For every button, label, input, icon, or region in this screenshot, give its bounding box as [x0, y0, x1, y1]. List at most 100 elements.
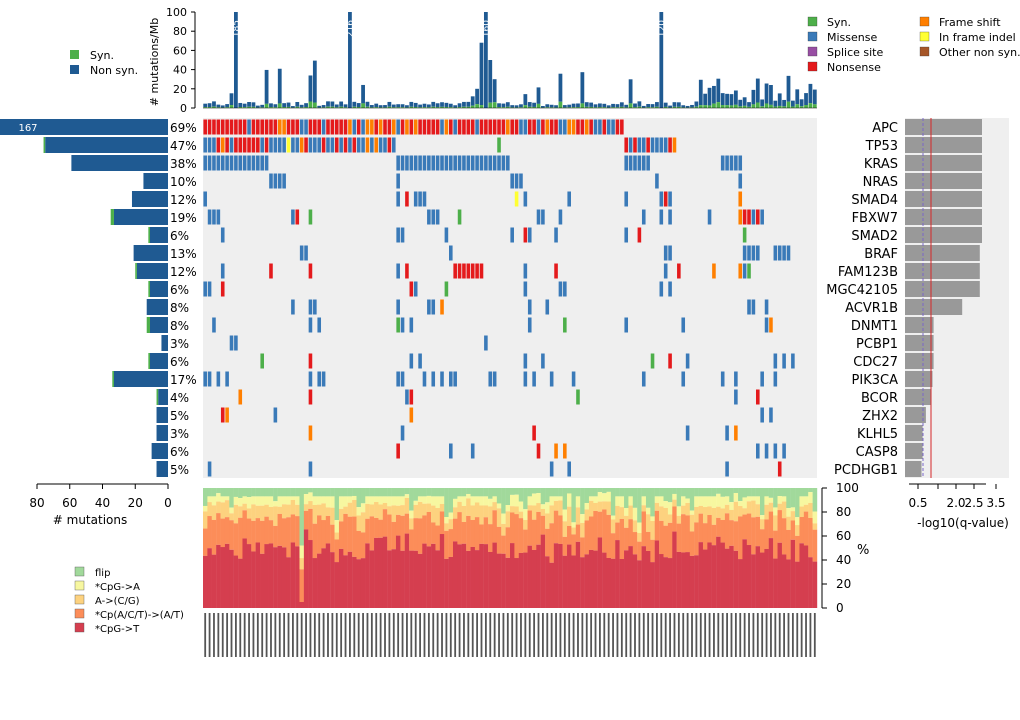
- mutation-cell: [220, 119, 225, 135]
- sample-id-mark: [752, 613, 755, 657]
- rate-bar-nonsyn: [435, 103, 440, 108]
- spectrum-cpg-t-segment: [637, 560, 642, 608]
- spectrum-flip-segment: [483, 488, 489, 497]
- spectrum-cpg-t-segment: [395, 535, 401, 608]
- mutation-cell: [470, 155, 475, 171]
- spectrum-cpg-a-segment: [738, 501, 743, 507]
- rate-bar-syn: [672, 106, 677, 108]
- spectrum-a-cg-segment: [790, 511, 796, 521]
- spectrum-a-cg-segment: [694, 506, 699, 523]
- spectrum-cpg-t-segment: [527, 545, 533, 608]
- spectrum-flip-segment: [584, 488, 590, 504]
- sample-id-mark: [612, 613, 614, 657]
- mutation-cell: [418, 191, 422, 207]
- sample-id-mark: [765, 613, 768, 657]
- spectrum-cpg-t-segment: [702, 549, 708, 608]
- rate-bar-syn: [584, 106, 589, 108]
- spectrum-a-cg-segment: [273, 506, 278, 526]
- spectrum-cpact-segment: [733, 521, 739, 551]
- spectrum-cpg-t-segment: [523, 552, 528, 608]
- sample-id-mark: [515, 613, 518, 657]
- spectrum-a-cg-segment: [260, 505, 265, 521]
- rate-bar-nonsyn: [453, 105, 458, 108]
- sample-id-mark: [682, 613, 685, 657]
- sample-id-mark: [748, 613, 750, 657]
- matrix-background: [203, 118, 817, 478]
- spectrum-cpg-a-segment: [676, 506, 682, 516]
- mutation-cell: [409, 389, 414, 405]
- spectrum-cpact-segment: [404, 513, 410, 534]
- mutation-cell: [264, 155, 269, 171]
- mutation-cell: [264, 119, 269, 135]
- mutation-cell: [685, 353, 690, 369]
- spectrum-a-cg-segment: [773, 515, 778, 531]
- mutation-cell: [470, 263, 475, 279]
- spectrum-cpact-segment: [229, 520, 234, 550]
- spectrum-cpg-t-segment: [738, 559, 743, 608]
- mutation-cell: [282, 119, 286, 135]
- sample-id-mark: [292, 613, 294, 657]
- spectrum-cpact-segment: [667, 522, 673, 559]
- spectrum-cpg-a-segment: [216, 493, 221, 502]
- mutation-cell: [334, 137, 339, 153]
- spectrum-legend-label: *Cp(A/C/T)->(A/T): [95, 610, 184, 621]
- mutation-cell: [466, 119, 471, 135]
- rate-bar-syn: [619, 106, 624, 108]
- spectrum-a-cg-segment: [290, 499, 296, 515]
- mutation-cell: [668, 209, 672, 225]
- rate-bar-nonsyn: [681, 105, 686, 108]
- rate-bar-nonsyn: [655, 102, 659, 107]
- spectrum-cpact-segment: [431, 522, 436, 544]
- count-bar-nonsyn: [136, 263, 168, 279]
- spectrum-cpg-t-segment: [255, 542, 261, 608]
- rate-bar-nonsyn: [203, 103, 208, 108]
- mutation-cell: [277, 137, 282, 153]
- sample-id-mark: [651, 613, 654, 657]
- mutation-cell: [225, 371, 229, 387]
- mutation-cell: [220, 155, 225, 171]
- spectrum-a-cg-segment: [268, 506, 274, 521]
- spectrum-cpact-segment: [426, 511, 432, 547]
- mutation-cell: [273, 137, 278, 153]
- mutation-legend-swatch: [807, 16, 818, 27]
- spectrum-cpg-a-segment: [321, 496, 326, 504]
- qvalue-bar: [905, 281, 980, 297]
- spectrum-flip-segment: [799, 488, 805, 497]
- spectrum-a-cg-segment: [768, 502, 774, 512]
- spectrum-flip-segment: [694, 488, 699, 497]
- count-bar-nonsyn: [143, 173, 168, 189]
- spectrum-a-cg-segment: [203, 511, 208, 529]
- spectrum-a-cg-segment: [676, 515, 682, 524]
- spectrum-cpact-segment: [615, 522, 620, 541]
- spectrum-a-cg-segment: [681, 505, 686, 515]
- spectrum-a-cg-segment: [650, 520, 655, 540]
- mutation-cell: [343, 137, 348, 153]
- spectrum-a-cg-segment: [255, 505, 261, 519]
- spectrum-a-cg-segment: [207, 502, 212, 517]
- spectrum-a-cg-segment: [439, 503, 445, 512]
- rate-bar-syn: [804, 105, 808, 108]
- mutation-cell: [203, 155, 207, 171]
- spectrum-cpg-a-segment: [698, 496, 704, 506]
- mutation-cell: [527, 299, 532, 315]
- spectrum-cpact-segment: [395, 514, 401, 536]
- spectrum-a-cg-segment: [334, 532, 340, 540]
- sample-id-mark: [362, 613, 364, 657]
- spectrum-cpg-t-segment: [729, 545, 734, 608]
- spectrum-cpg-a-segment: [474, 496, 480, 503]
- mutation-legend-label: Nonsense: [827, 61, 881, 74]
- sample-id-mark: [721, 613, 724, 657]
- spectrum-a-cg-segment: [536, 503, 541, 512]
- rate-bar-syn: [505, 106, 510, 108]
- mutation-legend-label: Syn.: [827, 16, 851, 29]
- rate-bar-syn: [479, 105, 484, 108]
- rate-bar-nonsyn: [584, 102, 589, 107]
- rate-bar-syn: [698, 105, 703, 108]
- spectrum-cpg-a-segment: [264, 496, 269, 505]
- mutation-cell: [396, 173, 400, 189]
- spectrum-cpg-t-segment: [628, 546, 633, 608]
- count-bar-nonsyn: [156, 425, 168, 441]
- spectrum-flip-segment: [422, 488, 427, 497]
